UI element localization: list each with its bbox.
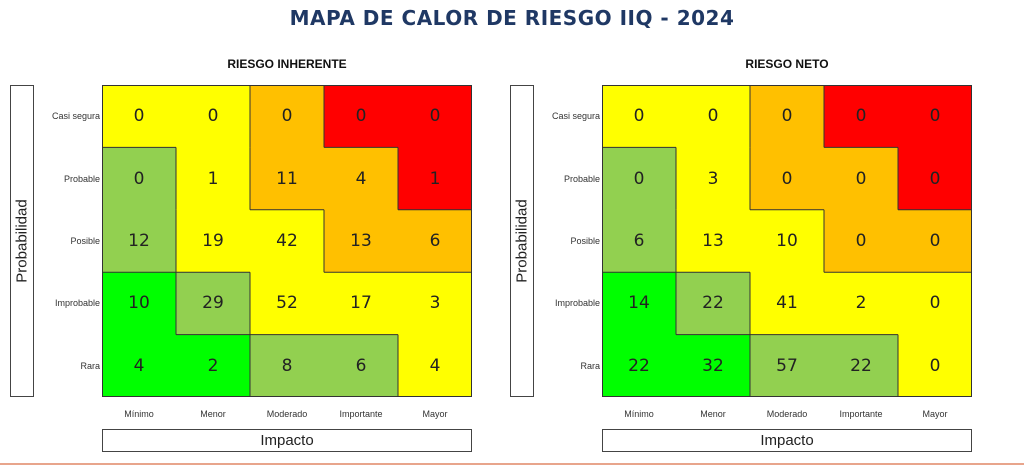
x-tick-label: Importante	[839, 409, 883, 419]
heatmap-cell: 52	[250, 272, 324, 335]
heatmap-cell: 14	[602, 272, 676, 335]
heatmap-cell: 29	[176, 272, 250, 335]
heatmap-cell: 0	[898, 209, 972, 273]
heatmap-cell: 22	[824, 334, 898, 397]
heatmap-cell: 3	[676, 147, 750, 210]
heatmap-cell: 1	[398, 147, 472, 210]
heatmap-cell: 2	[176, 334, 250, 397]
heatmap-cell: 0	[102, 85, 176, 148]
heatmap-cell: 3	[398, 272, 472, 335]
heatmap-cell: 0	[102, 147, 176, 210]
heatmap-cell: 0	[676, 85, 750, 148]
heatmap-cell: 2	[824, 272, 898, 335]
x-tick-label: Mínimo	[124, 409, 154, 419]
heatmap-inherente: 0 0 0 0 0 0 1 11 4 1 12 19 42 13 6 10 29 52 17 3 4 2 8 6 4	[102, 85, 472, 397]
y-tick-label: Probable	[563, 173, 600, 184]
heatmap-cell: 0	[176, 85, 250, 148]
heatmap-cell: 6	[324, 334, 398, 397]
heatmap-cell: 17	[324, 272, 398, 335]
heatmap-cell: 13	[676, 209, 750, 273]
x-tick-label: Mayor	[922, 409, 948, 419]
bottom-divider	[0, 463, 1024, 465]
heatmap-cell: 0	[824, 85, 898, 148]
y-tick-label: Probable	[63, 173, 100, 184]
y-axis-box: Probabilidad	[10, 85, 34, 397]
panel-title-inherente: RIESGO INHERENTE	[227, 57, 347, 71]
heatmap-neto: 0 0 0 0 0 0 3 0 0 0 6 13 10 0 0 14 22 41 2 0 22 32 57 22 0	[602, 85, 972, 397]
heatmap-cell: 0	[898, 147, 972, 210]
heatmap-cell: 22	[676, 272, 750, 335]
heatmap-cell: 0	[250, 85, 324, 148]
y-tick-label: Casi segura	[551, 111, 600, 122]
heatmap-cell: 6	[398, 209, 472, 273]
y-tick-label: Improbable	[54, 298, 100, 309]
heatmap-cell: 10	[750, 209, 824, 273]
heatmap-cell: 0	[324, 85, 398, 148]
panel-title-neto: RIESGO NETO	[745, 57, 829, 71]
heatmap-cell: 32	[676, 334, 750, 397]
heatmap-cell: 41	[750, 272, 824, 335]
heatmap-cell: 0	[398, 85, 472, 148]
heatmap-cell: 0	[750, 85, 824, 148]
page-title: MAPA DE CALOR DE RIESGO IIQ - 2024	[289, 6, 735, 30]
heatmap-cell: 57	[750, 334, 824, 397]
heatmap-cell: 4	[398, 334, 472, 397]
x-axis-box: Impacto	[602, 429, 972, 452]
heatmap-cell: 0	[898, 334, 972, 397]
y-tick-label: Posible	[570, 236, 600, 246]
y-tick-label: Rara	[80, 360, 100, 371]
heatmap-cell: 42	[250, 209, 324, 273]
x-tick-label: Menor	[200, 409, 226, 419]
y-axis-label: Probabilidad	[13, 199, 31, 283]
y-axis-box: Probabilidad	[510, 85, 534, 397]
x-axis-label: Impacto	[760, 432, 814, 449]
heatmap-cell: 13	[324, 209, 398, 273]
x-tick-label: Importante	[339, 409, 383, 419]
heatmap-cell: 10	[102, 272, 176, 335]
heatmap-cell: 0	[824, 147, 898, 210]
heatmap-cell: 12	[102, 209, 176, 273]
heatmap-cell: 0	[602, 85, 676, 148]
x-axis-box: Impacto	[102, 429, 472, 452]
heatmap-cell: 4	[102, 334, 176, 397]
y-axis-label: Probabilidad	[513, 199, 531, 283]
heatmap-cell: 0	[898, 85, 972, 148]
heatmap-cell: 4	[324, 147, 398, 210]
heatmap-cell: 0	[602, 147, 676, 210]
x-tick-label: Mayor	[422, 409, 448, 419]
y-tick-label: Improbable	[554, 298, 600, 309]
x-tick-label: Menor	[700, 409, 726, 419]
x-axis-label: Impacto	[260, 432, 314, 449]
heatmap-cell: 8	[250, 334, 324, 397]
heatmap-cell: 19	[176, 209, 250, 273]
x-tick-label: Mínimo	[624, 409, 654, 419]
heatmap-cell: 0	[824, 209, 898, 273]
heatmap-cell: 1	[176, 147, 250, 210]
y-tick-label: Posible	[70, 236, 100, 246]
heatmap-cell: 0	[898, 272, 972, 335]
x-tick-label: Moderado	[766, 409, 808, 419]
y-tick-label: Rara	[580, 360, 600, 371]
heatmap-cell: 22	[602, 334, 676, 397]
heatmap-cell: 11	[250, 147, 324, 210]
y-tick-label: Casi segura	[51, 111, 100, 122]
heatmap-cell: 0	[750, 147, 824, 210]
x-tick-label: Moderado	[266, 409, 308, 419]
heatmap-cell: 6	[602, 209, 676, 273]
